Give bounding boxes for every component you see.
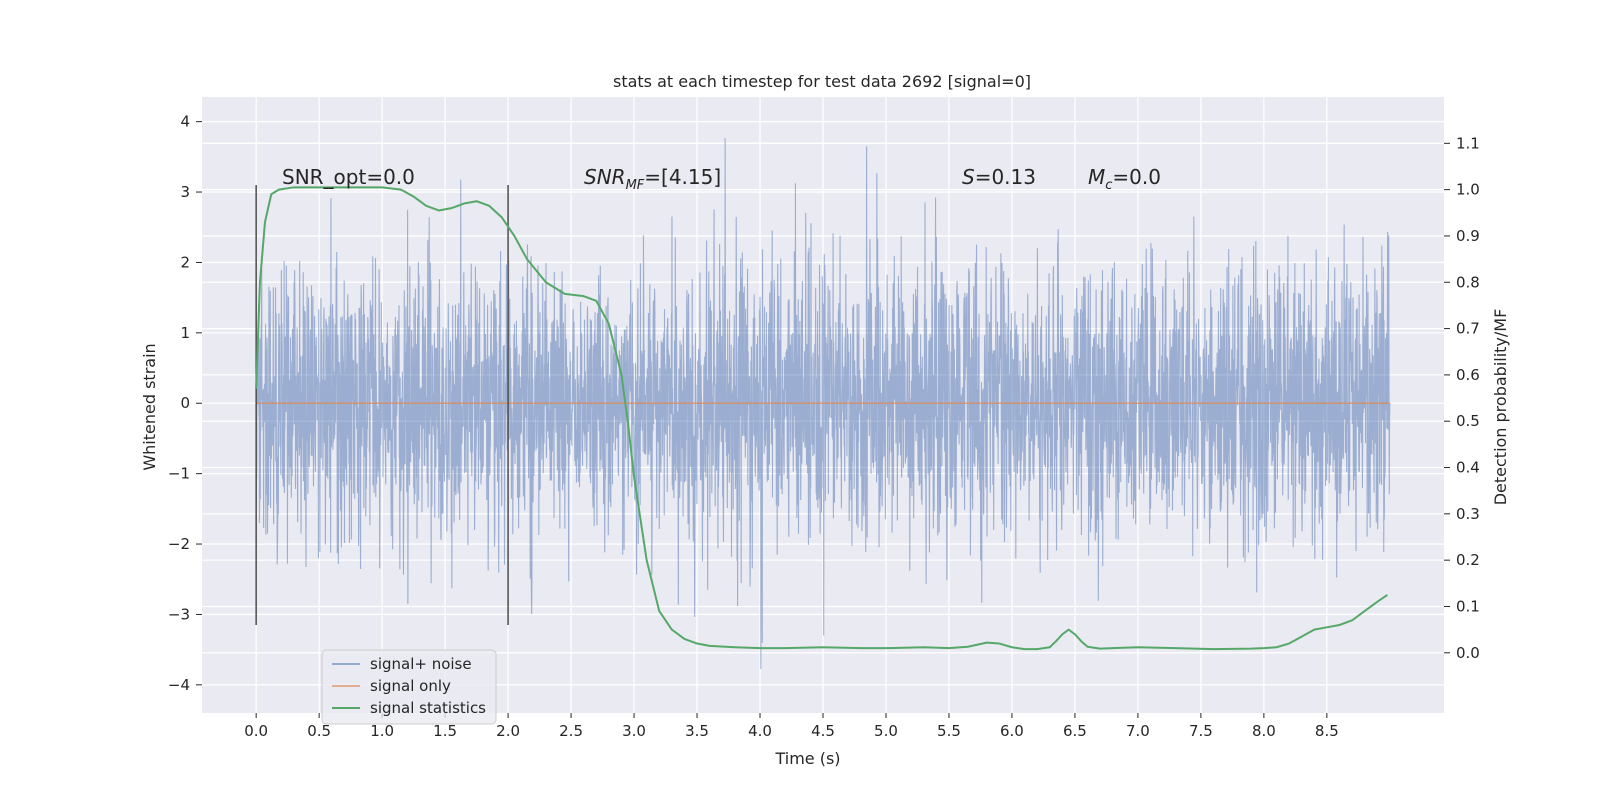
y2-tick-label-5: 0.6 — [1456, 366, 1480, 384]
x-tick-label-15: 7.5 — [1189, 722, 1213, 740]
y-tick-label-6: −2 — [168, 535, 190, 553]
x-tick-label-11: 5.5 — [937, 722, 961, 740]
x-tick-label-12: 6.0 — [1000, 722, 1024, 740]
x-tick-label-16: 8.0 — [1252, 722, 1276, 740]
annotation-snr-mf-value: =[4.15] — [644, 165, 721, 189]
annotation-mc: Mc=0.0 — [1088, 165, 1161, 193]
x-tick-label-4: 2.0 — [496, 722, 520, 740]
x-axis-ticks: 0.0 0.5 1.0 1.5 2.0 2.5 3.0 3.5 4.0 4.5 5.0 5.5 6.0 6… — [244, 713, 1339, 740]
annotation-mc-subscript: c — [1105, 178, 1112, 193]
annotation-snr-mf: SNRMF=[4.15] — [584, 165, 721, 193]
legend: signal+ noise signal only signal statist… — [321, 649, 497, 725]
y2-tick-label-11: 0.0 — [1456, 644, 1480, 662]
y2-tick-label-8: 0.3 — [1456, 505, 1480, 523]
annotation-snr-opt: SNR_opt=0.0 — [282, 165, 415, 189]
y2-tick-label-4: 0.7 — [1456, 320, 1480, 338]
y-axis-ticks: 4 3 2 1 0 −1 −2 −3 −4 — [168, 113, 202, 694]
annotation-mc-value: =0.0 — [1112, 165, 1161, 189]
y2-tick-label-9: 0.2 — [1456, 551, 1480, 569]
x-tick-label-5: 2.5 — [559, 722, 583, 740]
y2-tick-label-0: 1.1 — [1456, 134, 1480, 152]
x-tick-label-1: 0.5 — [307, 722, 331, 740]
x-tick-label-2: 1.0 — [370, 722, 394, 740]
y-tick-label-5: −1 — [168, 465, 190, 483]
annotation-snr-mf-subscript: MF — [626, 178, 645, 193]
x-tick-label-13: 6.5 — [1063, 722, 1087, 740]
y-tick-label-3: 1 — [180, 324, 190, 342]
y2-tick-label-2: 0.9 — [1456, 227, 1480, 245]
y2-tick-label-6: 0.5 — [1456, 412, 1480, 430]
y2-tick-label-1: 1.0 — [1456, 181, 1480, 199]
y2-axis-label: Detection probability/MF — [1491, 309, 1510, 506]
x-axis-label: Time (s) — [774, 749, 840, 768]
signal-statistics-line — [255, 186, 1388, 651]
x-tick-label-7: 3.5 — [685, 722, 709, 740]
y-tick-label-4: 0 — [180, 394, 190, 412]
y2-axis-ticks: 1.1 1.0 0.9 0.8 0.7 0.6 0.5 0.4 0.3 0.2 0.1 0.0 — [1444, 134, 1480, 662]
x-tick-label-6: 3.0 — [622, 722, 646, 740]
signal-statistics-series — [255, 186, 1388, 651]
legend-label-signal-statistics: signal statistics — [370, 699, 486, 717]
y-tick-label-1: 3 — [180, 183, 190, 201]
y-axis-label: Whitened strain — [140, 343, 159, 470]
signal-noise-series — [255, 138, 1391, 669]
x-tick-label-3: 1.5 — [433, 722, 457, 740]
legend-label-signal-only: signal only — [370, 677, 451, 695]
y2-tick-label-7: 0.4 — [1456, 459, 1480, 477]
y2-tick-label-10: 0.1 — [1456, 597, 1480, 615]
signal-noise-line — [255, 138, 1391, 669]
y-tick-label-2: 2 — [180, 253, 190, 271]
x-tick-label-14: 7.0 — [1126, 722, 1150, 740]
vertical-markers — [255, 185, 509, 625]
legend-box — [321, 649, 497, 725]
x-tick-label-0: 0.0 — [244, 722, 268, 740]
legend-label-signal-noise: signal+ noise — [370, 655, 472, 673]
annotation-s-value: =0.13 — [975, 165, 1036, 189]
x-tick-label-9: 4.5 — [811, 722, 835, 740]
annotation-s: S=0.13 — [962, 165, 1036, 189]
x-tick-label-10: 5.0 — [874, 722, 898, 740]
annotations: SNR_opt=0.0 SNRMF=[4.15] S=0.13 Mc=0.0 — [282, 165, 1161, 193]
y-tick-label-7: −3 — [168, 605, 190, 623]
chart-title: stats at each timestep for test data 269… — [613, 72, 1031, 91]
annotation-snr-mf-symbol: SNR — [584, 165, 626, 189]
x-tick-label-17: 8.5 — [1315, 722, 1339, 740]
y2-tick-label-3: 0.8 — [1456, 273, 1480, 291]
y-tick-label-0: 4 — [180, 113, 190, 131]
x-tick-label-8: 4.0 — [748, 722, 772, 740]
y-tick-label-8: −4 — [168, 676, 190, 694]
annotation-s-symbol: S — [962, 165, 975, 189]
annotation-mc-symbol: M — [1088, 165, 1105, 189]
